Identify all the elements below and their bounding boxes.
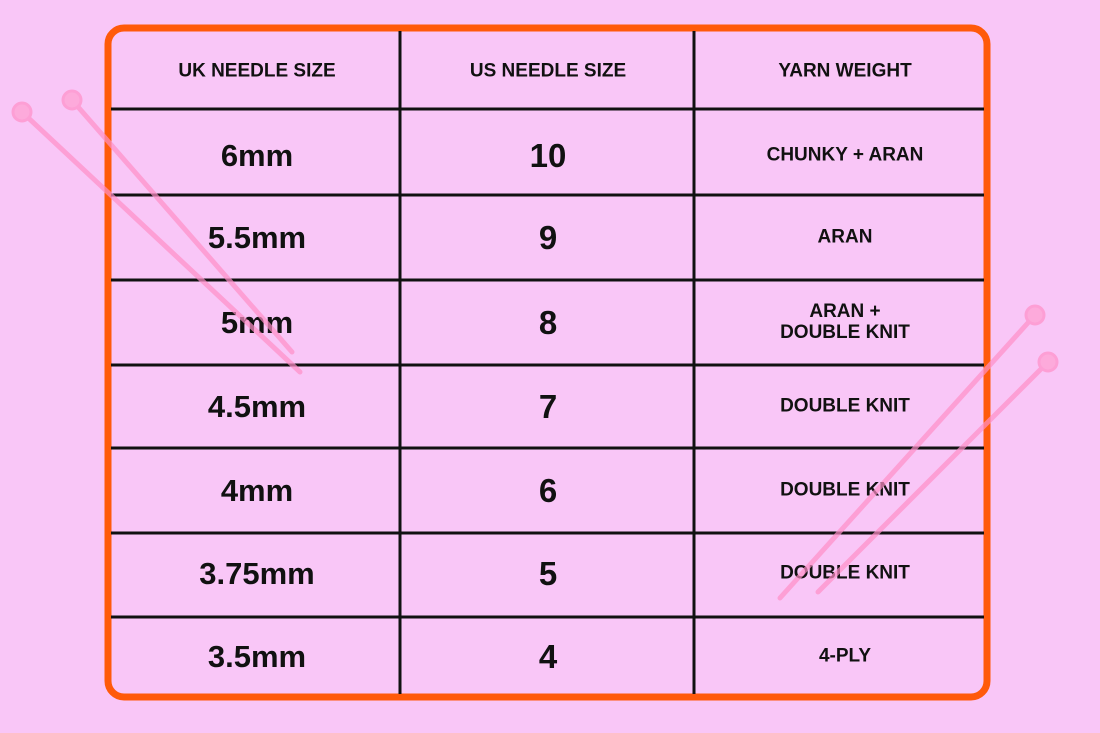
table-border <box>104 24 991 701</box>
table-cell: 5 <box>538 554 558 592</box>
table-cell: 4mm <box>220 472 294 508</box>
table-cell: ARAN + DOUBLE KNIT <box>780 301 910 343</box>
header-cell: YARN WEIGHT <box>778 60 912 82</box>
table-cell: ARAN <box>817 226 873 248</box>
table-cell: 7 <box>538 387 558 425</box>
table-cell: 3.5mm <box>207 638 307 674</box>
table-cell: 5.5mm <box>207 219 307 255</box>
table-cell: DOUBLE KNIT <box>780 479 910 501</box>
table-cell: 3.75mm <box>199 555 315 591</box>
table-cell: 6 <box>538 471 558 509</box>
table-cell: 4.5mm <box>207 388 307 424</box>
table-cell: DOUBLE KNIT <box>780 395 910 417</box>
grid-lines <box>111 31 984 694</box>
table-cell: 5mm <box>220 304 294 340</box>
table-cell: 6mm <box>220 137 294 173</box>
table-cell: 8 <box>538 303 558 341</box>
table-cell: DOUBLE KNIT <box>780 562 910 584</box>
header-cell: US NEEDLE SIZE <box>469 60 627 82</box>
table-cell: 4 <box>538 637 558 675</box>
table-cell: CHUNKY + ARAN <box>766 144 924 166</box>
table-cell: 10 <box>529 136 567 174</box>
table-cell: 4-PLY <box>818 645 872 667</box>
table-cell: 9 <box>538 218 558 256</box>
header-cell: UK NEEDLE SIZE <box>178 60 336 82</box>
